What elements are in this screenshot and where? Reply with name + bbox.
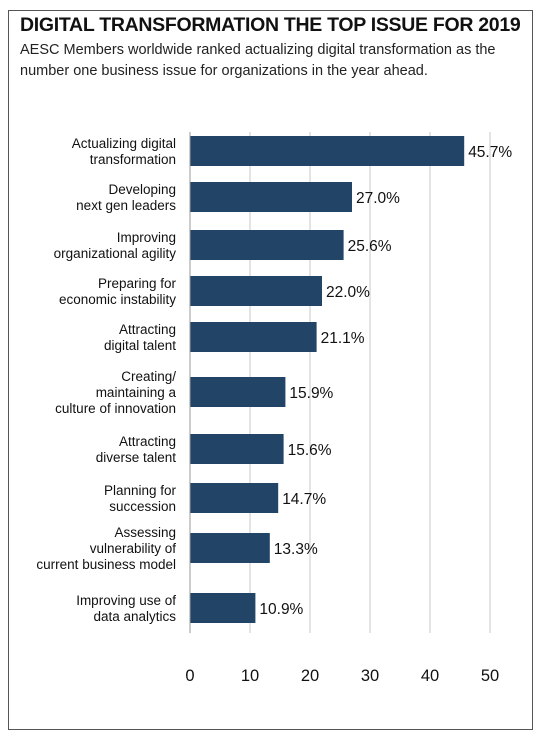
bar: [190, 230, 344, 260]
bar: [190, 136, 465, 166]
bar: [190, 483, 279, 513]
category-label: culture of innovation: [55, 401, 176, 416]
x-tick-label: 30: [361, 667, 379, 685]
category-label: maintaining a: [96, 385, 177, 400]
bar: [190, 434, 284, 464]
category-label: Creating/: [121, 369, 176, 384]
bar: [190, 593, 256, 623]
bar-value-label: 22.0%: [326, 284, 370, 301]
category-label: Planning for: [104, 483, 177, 498]
x-tick-label: 10: [241, 667, 259, 685]
bar: [190, 377, 286, 407]
category-label: Developing: [108, 182, 176, 197]
category-label: economic instability: [59, 292, 176, 307]
x-tick-label: 20: [301, 667, 319, 685]
category-label: data analytics: [93, 609, 176, 624]
bar: [190, 276, 322, 306]
bar: [190, 322, 317, 352]
bar-value-label: 10.9%: [259, 601, 303, 618]
bar: [190, 533, 270, 563]
category-label: Improving use of: [76, 593, 176, 608]
category-label: next gen leaders: [76, 198, 176, 213]
category-label: Actualizing digital: [72, 136, 176, 151]
chart-frame: [8, 10, 533, 730]
category-label: Preparing for: [98, 276, 177, 291]
category-label: succession: [109, 499, 176, 514]
category-label: current business model: [36, 557, 176, 572]
chart-subtitle: AESC Members worldwide ranked actualizin…: [20, 42, 496, 79]
category-label: diverse talent: [96, 450, 177, 465]
x-tick-label: 50: [481, 667, 499, 685]
bar-value-label: 14.7%: [282, 491, 326, 508]
x-tick-label: 40: [421, 667, 439, 685]
category-label: Assessing: [114, 525, 176, 540]
bar-value-label: 25.6%: [348, 238, 392, 255]
bar-value-label: 15.6%: [288, 442, 332, 459]
category-label: organizational agility: [54, 246, 177, 261]
bar-value-label: 21.1%: [321, 330, 365, 347]
category-label: Attracting: [119, 434, 176, 449]
chart-title: DIGITAL TRANSFORMATION THE TOP ISSUE FOR…: [20, 14, 521, 36]
category-label: digital talent: [104, 338, 176, 353]
bar-value-label: 13.3%: [274, 541, 318, 558]
category-label: Attracting: [119, 322, 176, 337]
category-label: Improving: [117, 230, 176, 245]
bar-value-label: 15.9%: [289, 385, 333, 402]
bar-value-label: 45.7%: [468, 144, 512, 161]
category-label: transformation: [90, 152, 176, 167]
category-label: vulnerability of: [90, 541, 177, 556]
bar: [190, 182, 352, 212]
bar-value-label: 27.0%: [356, 190, 400, 207]
x-tick-label: 0: [185, 667, 194, 685]
